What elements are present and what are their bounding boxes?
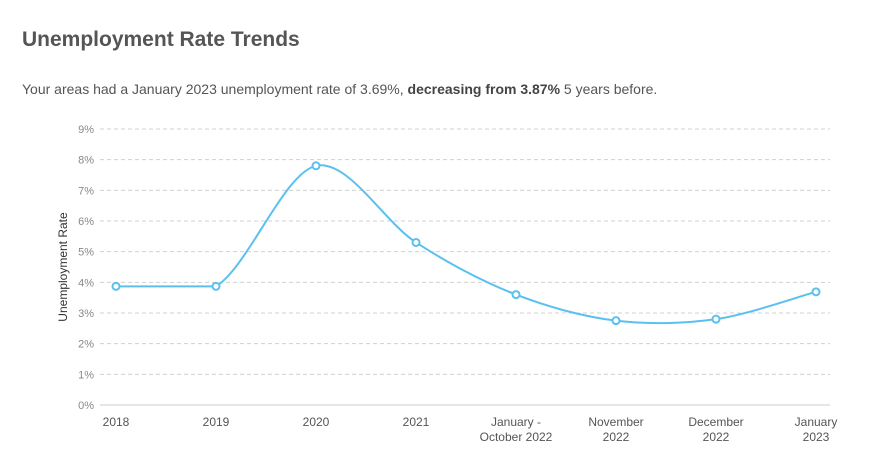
summary-prefix: Your areas had a January 2023 unemployme… (22, 81, 404, 97)
x-tick-label: 2019 (203, 415, 230, 429)
y-tick-label: 1% (78, 369, 94, 381)
summary-bold: decreasing from 3.87% (407, 81, 561, 97)
summary-text: Your areas had a January 2023 unemployme… (22, 81, 657, 97)
y-tick-label: 2% (78, 339, 94, 351)
y-axis-title: Unemployment Rate (56, 212, 70, 322)
data-point (611, 316, 621, 326)
x-tick-label: 2021 (403, 415, 430, 429)
y-tick-label: 8% (78, 155, 94, 167)
y-tick-label: 5% (78, 247, 94, 259)
y-tick-label: 3% (78, 308, 94, 320)
y-tick-label: 9% (78, 124, 94, 136)
data-point (111, 281, 121, 291)
data-point (211, 281, 221, 291)
y-tick-label: 7% (78, 185, 94, 197)
x-tick-label: January 2023 (795, 415, 838, 444)
x-tick-label: 2018 (103, 415, 130, 429)
data-point (411, 237, 421, 247)
page-title: Unemployment Rate Trends (22, 28, 300, 51)
summary-suffix: 5 years before. (563, 81, 658, 97)
y-tick-label: 6% (78, 216, 94, 228)
data-point (311, 161, 321, 171)
x-tick-label: November 2022 (588, 415, 643, 444)
x-tick-label: 2020 (303, 415, 330, 429)
data-point (811, 287, 821, 297)
y-tick-label: 4% (78, 277, 94, 289)
x-tick-label: December 2022 (688, 415, 743, 444)
series-line (116, 164, 817, 325)
data-point (711, 314, 721, 324)
data-point (511, 290, 521, 300)
x-tick-label: January -October 2022 (480, 415, 553, 444)
y-tick-label: 0% (78, 400, 94, 412)
